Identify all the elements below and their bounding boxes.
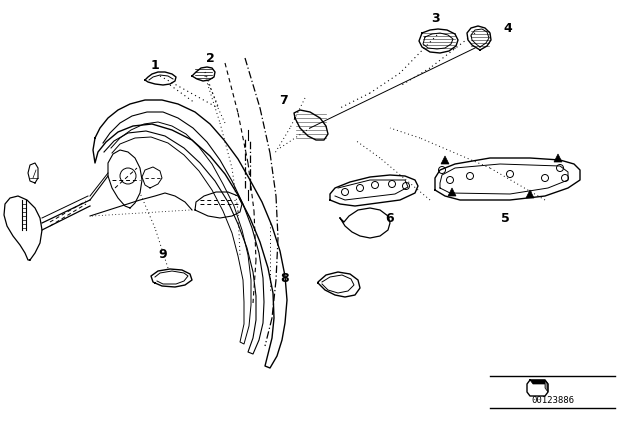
Text: 00123886: 00123886 <box>531 396 575 405</box>
Text: 3: 3 <box>432 12 440 25</box>
Polygon shape <box>554 154 562 162</box>
Polygon shape <box>526 190 534 198</box>
Polygon shape <box>530 380 548 384</box>
Text: 4: 4 <box>504 22 513 34</box>
Text: 1: 1 <box>150 59 159 72</box>
Text: 7: 7 <box>280 94 289 107</box>
Text: 2: 2 <box>205 52 214 65</box>
Text: 5: 5 <box>500 211 509 224</box>
Text: 9: 9 <box>159 247 167 260</box>
Text: 6: 6 <box>386 211 394 224</box>
Text: 8: 8 <box>281 271 289 284</box>
Polygon shape <box>448 188 456 196</box>
Polygon shape <box>441 156 449 164</box>
Polygon shape <box>545 380 548 392</box>
